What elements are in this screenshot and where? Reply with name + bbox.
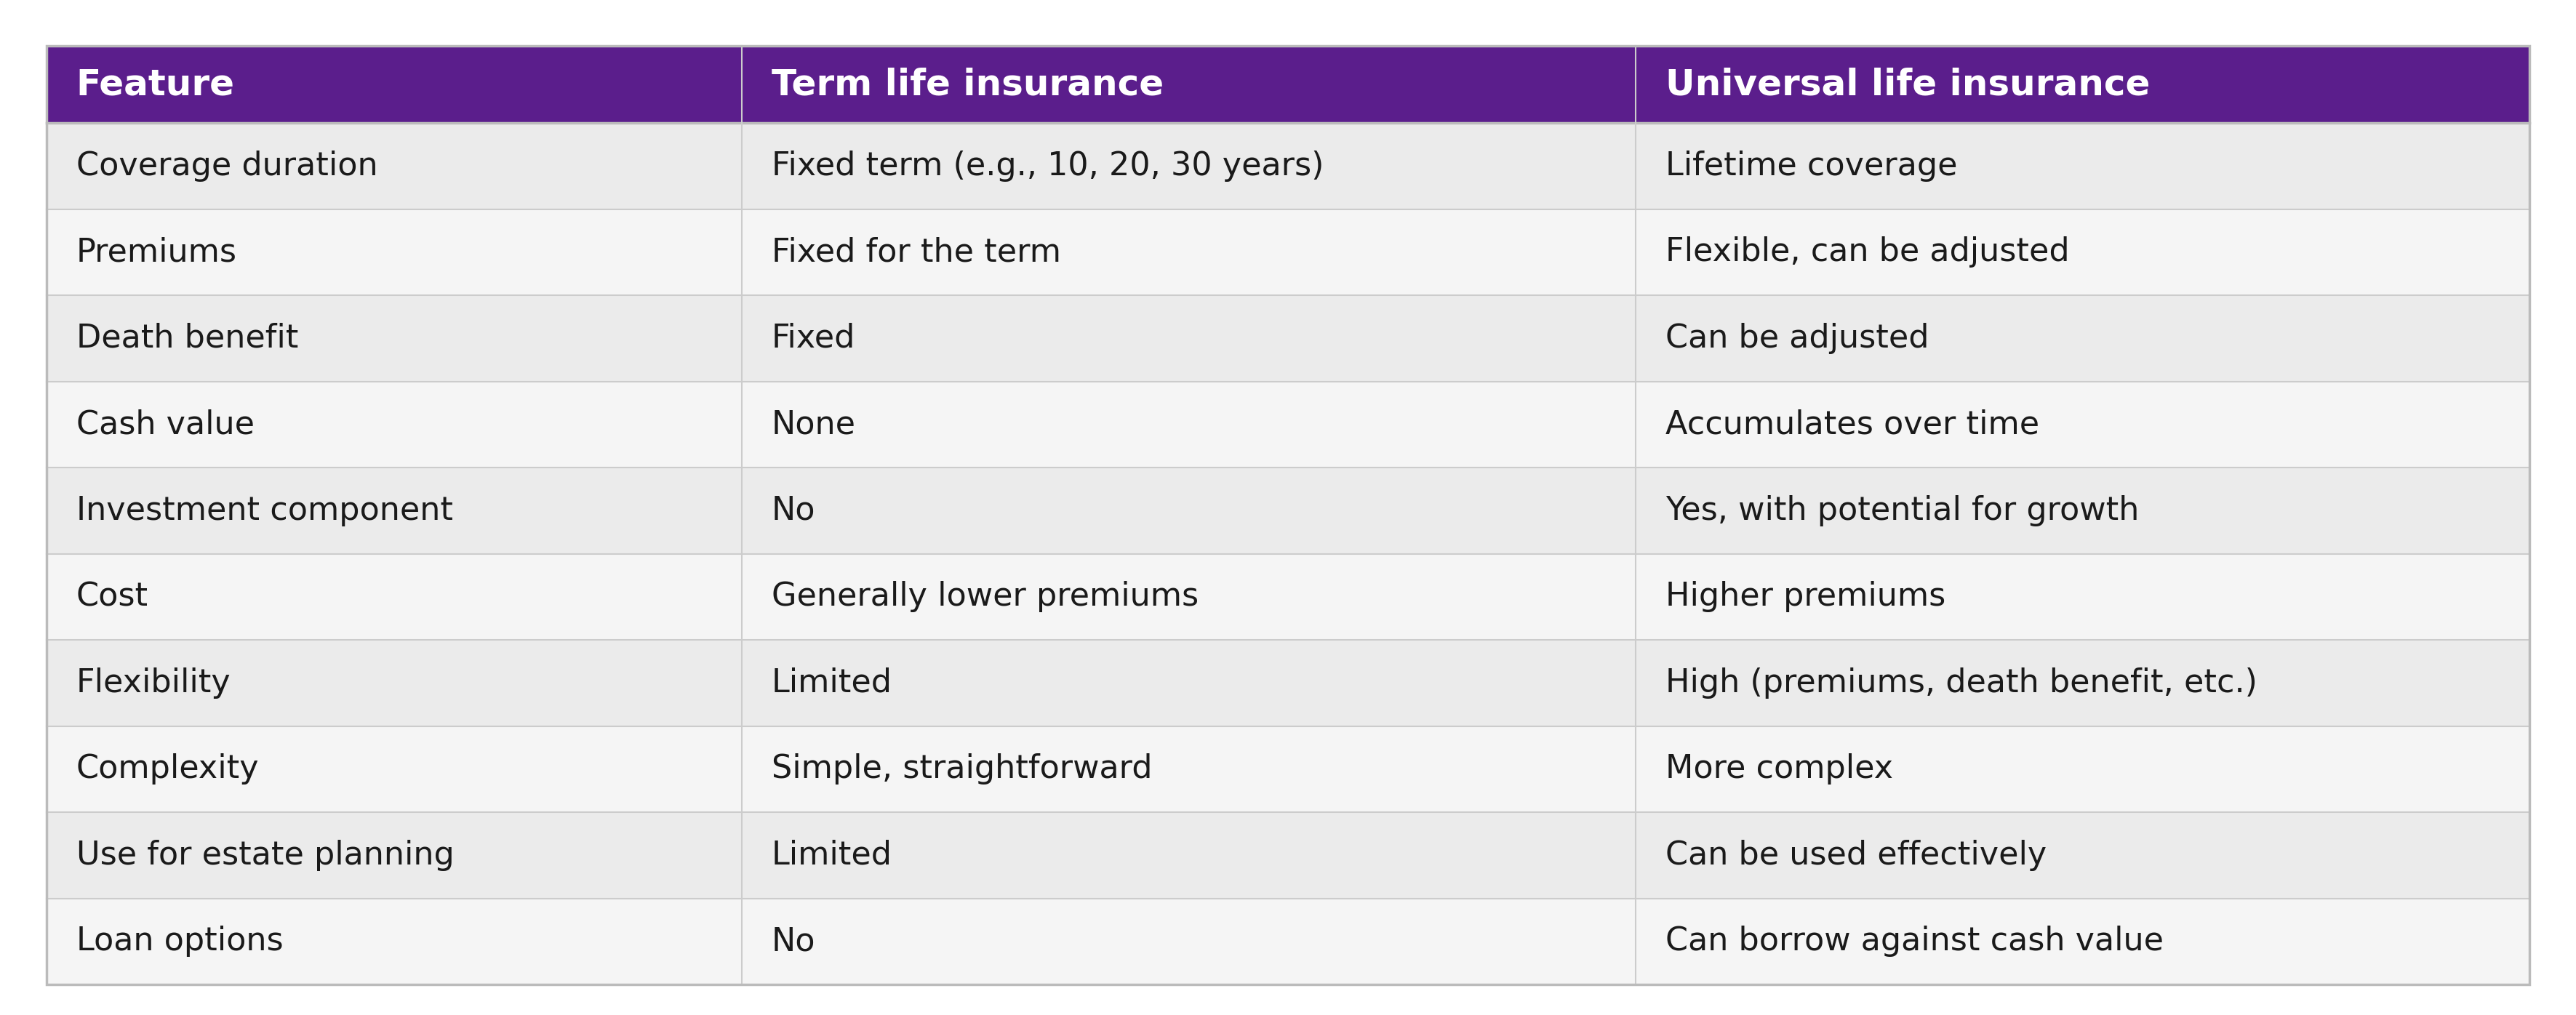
Bar	[742, 209, 1636, 295]
Text: More complex: More complex	[1667, 753, 1893, 785]
Text: Term life insurance: Term life insurance	[770, 67, 1164, 102]
Text: Complexity: Complexity	[77, 753, 260, 785]
Bar	[46, 295, 742, 382]
Bar	[1636, 468, 2530, 554]
Bar	[1636, 640, 2530, 726]
Text: Fixed for the term: Fixed for the term	[770, 236, 1061, 268]
Bar	[1636, 123, 2530, 209]
Bar	[46, 898, 742, 985]
Bar	[1636, 726, 2530, 812]
Bar	[46, 726, 742, 812]
Text: Fixed term (e.g., 10, 20, 30 years): Fixed term (e.g., 10, 20, 30 years)	[770, 150, 1324, 182]
Bar	[46, 554, 742, 640]
Text: None: None	[770, 409, 855, 441]
Text: Universal life insurance: Universal life insurance	[1667, 67, 2151, 102]
Text: No: No	[770, 926, 817, 957]
Bar	[46, 209, 742, 295]
Text: Coverage duration: Coverage duration	[77, 150, 379, 182]
Bar	[742, 295, 1636, 382]
Text: Cost: Cost	[77, 582, 149, 612]
Bar	[1636, 295, 2530, 382]
Text: Limited: Limited	[770, 668, 891, 698]
Bar	[742, 382, 1636, 468]
Bar	[46, 468, 742, 554]
Text: Yes, with potential for growth: Yes, with potential for growth	[1667, 495, 2138, 527]
Bar	[742, 123, 1636, 209]
Bar	[46, 46, 742, 123]
Text: Higher premiums: Higher premiums	[1667, 582, 1945, 612]
Text: Cash value: Cash value	[77, 409, 255, 441]
Bar	[1636, 209, 2530, 295]
Bar	[1636, 898, 2530, 985]
Bar	[46, 812, 742, 898]
Text: Use for estate planning: Use for estate planning	[77, 839, 453, 871]
Bar	[742, 898, 1636, 985]
Bar	[46, 123, 742, 209]
Bar	[742, 468, 1636, 554]
Text: Fixed: Fixed	[770, 323, 855, 354]
Bar	[742, 812, 1636, 898]
Bar	[742, 46, 1636, 123]
Text: Simple, straightforward: Simple, straightforward	[770, 753, 1151, 785]
Bar	[46, 640, 742, 726]
Text: Flexibility: Flexibility	[77, 668, 232, 698]
Bar	[742, 726, 1636, 812]
Bar	[1636, 812, 2530, 898]
Text: Premiums: Premiums	[77, 236, 237, 268]
Text: Investment component: Investment component	[77, 495, 453, 527]
Bar	[1636, 46, 2530, 123]
Text: Flexible, can be adjusted: Flexible, can be adjusted	[1667, 236, 2069, 268]
Text: Limited: Limited	[770, 839, 891, 871]
Bar	[1636, 554, 2530, 640]
Bar	[46, 382, 742, 468]
Text: Can be adjusted: Can be adjusted	[1667, 323, 1929, 354]
Bar	[1636, 382, 2530, 468]
Text: Death benefit: Death benefit	[77, 323, 299, 354]
Text: High (premiums, death benefit, etc.): High (premiums, death benefit, etc.)	[1667, 668, 2257, 698]
Text: Feature: Feature	[77, 67, 234, 102]
Text: Can be used effectively: Can be used effectively	[1667, 839, 2048, 871]
Text: Generally lower premiums: Generally lower premiums	[770, 582, 1198, 612]
Bar	[742, 640, 1636, 726]
Text: Lifetime coverage: Lifetime coverage	[1667, 150, 1958, 182]
Text: Accumulates over time: Accumulates over time	[1667, 409, 2040, 441]
Bar	[742, 554, 1636, 640]
Text: No: No	[770, 495, 817, 527]
Text: Can borrow against cash value: Can borrow against cash value	[1667, 926, 2164, 957]
Text: Loan options: Loan options	[77, 926, 283, 957]
